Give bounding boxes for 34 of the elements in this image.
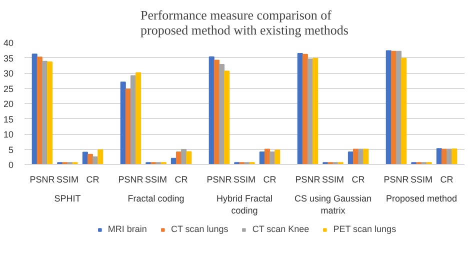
x-tick-label: CR xyxy=(440,174,454,184)
y-tick-label: 5 xyxy=(8,144,14,155)
legend-label: MRI brain xyxy=(108,224,147,234)
text: Proposed method xyxy=(386,194,458,204)
x-tick-label: PSNR xyxy=(295,174,321,184)
y-tick-label: 15 xyxy=(3,114,14,124)
text: Hybrid Fractal coding xyxy=(216,194,273,216)
x-tick-label: CR xyxy=(352,174,366,184)
x-tick-label: CR xyxy=(263,174,277,184)
x-tick-label: SSIM xyxy=(322,174,344,184)
x-tick-label: PSNR xyxy=(384,174,410,184)
legend-label: PET scan lungs xyxy=(333,224,396,234)
y-tick-label: 20 xyxy=(3,99,14,109)
x-tick-label: SSIM xyxy=(144,174,168,184)
text: SPHIT xyxy=(54,194,82,204)
legend-label: CT scan lungs xyxy=(170,224,228,234)
x-tick-label: CR xyxy=(86,174,100,184)
text: CS using Gaussian matrix xyxy=(294,194,372,216)
text: Fractal coding xyxy=(128,194,184,204)
y-tick-label: 35 xyxy=(3,53,14,64)
x-tick-label: CR xyxy=(174,174,188,184)
x-tick-label: SSIM xyxy=(410,174,433,184)
x-tick-label: PSNR xyxy=(30,174,56,184)
y-tick-label: 25 xyxy=(3,84,14,94)
x-tick-label: PSNR xyxy=(118,174,144,184)
legend-label: CT scan Knee xyxy=(252,224,310,234)
x-tick-label: PSNR xyxy=(206,174,232,184)
y-tick-label: 30 xyxy=(3,68,14,78)
y-tick-label: 40 xyxy=(3,38,14,48)
x-tick-label: SSIM xyxy=(56,174,78,184)
y-tick-label: 0 xyxy=(8,160,14,170)
x-tick-label: SSIM xyxy=(234,174,256,184)
chart-title: Performance measure comparison of proposed method with existing methods xyxy=(140,8,348,38)
y-tick-label: 10 xyxy=(3,130,14,140)
